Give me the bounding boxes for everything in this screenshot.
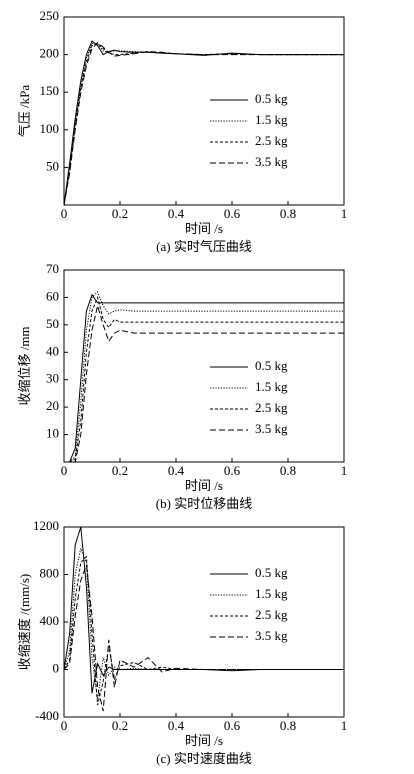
x-tick-label: 0	[61, 463, 68, 478]
plot-frame	[63, 269, 345, 463]
y-tick-label: 60	[46, 288, 59, 303]
x-axis-label: 时间 /s	[185, 221, 223, 236]
legend-label: 3.5 kg	[255, 421, 288, 436]
x-tick-label: 0.8	[280, 206, 296, 221]
y-tick-label: 150	[40, 83, 60, 98]
y-tick-label: 100	[40, 121, 60, 136]
x-axis-label: 时间 /s	[185, 478, 223, 493]
legend-label: 3.5 kg	[255, 628, 288, 643]
x-axis-label: 时间 /s	[185, 733, 223, 748]
y-tick-label: 50	[46, 316, 59, 331]
x-tick-label: 0.4	[168, 206, 185, 221]
x-tick-label: 1	[341, 463, 348, 478]
legend-label: 2.5 kg	[255, 133, 288, 148]
legend-label: 1.5 kg	[255, 586, 288, 601]
x-tick-label: 0.8	[280, 718, 296, 733]
y-tick-label: -400	[35, 708, 59, 723]
legend-label: 0.5 kg	[255, 358, 288, 373]
y-tick-label: 30	[46, 371, 59, 386]
legend-label: 0.5 kg	[255, 565, 288, 580]
data-line	[64, 303, 344, 463]
legend-label: 2.5 kg	[255, 607, 288, 622]
x-tick-label: 1	[341, 206, 348, 221]
legend-label: 1.5 kg	[255, 112, 288, 127]
y-tick-label: 10	[46, 426, 59, 441]
caption: (a) 实时气压曲线	[156, 239, 252, 254]
y-axis-label: 收缩速度 /(mm/s)	[17, 574, 32, 670]
x-tick-label: 0.2	[112, 718, 128, 733]
data-line	[63, 40, 344, 206]
legend-label: 1.5 kg	[255, 379, 288, 394]
legend-label: 2.5 kg	[255, 400, 288, 415]
legend-label: 3.5 kg	[255, 154, 288, 169]
x-tick-label: 0	[61, 206, 68, 221]
x-tick-label: 0.8	[280, 463, 296, 478]
y-tick-label: 200	[40, 46, 60, 61]
y-tick-label: 1200	[33, 518, 59, 533]
data-line	[63, 42, 344, 206]
x-tick-label: 0.2	[112, 206, 128, 221]
data-line	[63, 41, 344, 206]
y-tick-label: 50	[46, 158, 59, 173]
data-line	[63, 564, 344, 712]
data-line	[64, 295, 344, 463]
y-tick-label: 70	[46, 261, 59, 276]
y-axis-label: 收缩位移 /mm	[17, 326, 32, 405]
x-tick-label: 0	[61, 718, 68, 733]
y-tick-label: 250	[40, 8, 60, 23]
y-tick-label: 800	[40, 565, 60, 580]
caption: (c) 实时速度曲线	[156, 751, 252, 766]
x-tick-label: 0.2	[112, 463, 128, 478]
data-line	[64, 293, 344, 463]
plot-frame	[63, 526, 345, 718]
caption: (b) 实时位移曲线	[156, 496, 252, 511]
x-tick-label: 0.4	[168, 718, 185, 733]
y-tick-label: 40	[46, 343, 59, 358]
y-tick-label: 20	[46, 398, 59, 413]
data-line	[63, 546, 344, 700]
data-line	[64, 291, 344, 463]
x-tick-label: 0.4	[168, 463, 185, 478]
data-line	[63, 526, 344, 694]
y-axis-label: 气压 /kPa	[17, 85, 32, 138]
data-line	[63, 42, 344, 206]
x-tick-label: 0.6	[224, 718, 241, 733]
legend-label: 0.5 kg	[255, 91, 288, 106]
x-tick-label: 1	[341, 718, 348, 733]
x-tick-label: 0.6	[224, 206, 241, 221]
plot-frame	[63, 16, 345, 206]
data-line	[63, 555, 344, 706]
y-tick-label: 400	[40, 613, 60, 628]
y-tick-label: 0	[53, 660, 60, 675]
x-tick-label: 0.6	[224, 463, 241, 478]
